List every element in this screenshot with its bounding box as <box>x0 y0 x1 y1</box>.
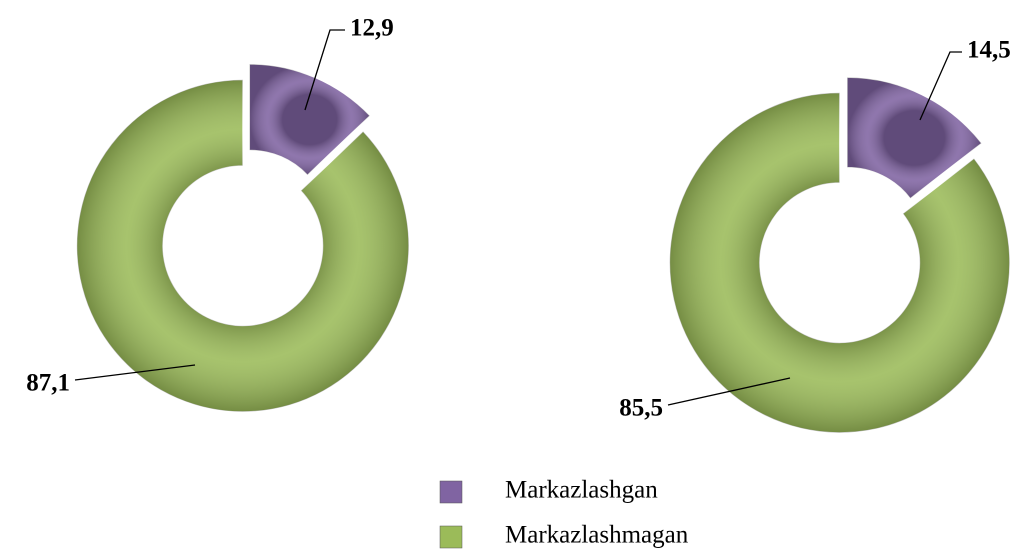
pie-slice <box>76 79 410 413</box>
legend-label: Markazlashmagan <box>505 522 689 549</box>
legend-label: Markazlashgan <box>505 477 658 504</box>
value-label: 87,1 <box>26 370 70 397</box>
value-label: 12,9 <box>350 15 394 42</box>
legend-swatch <box>439 525 463 549</box>
leader-line <box>74 364 196 381</box>
value-label: 85,5 <box>619 395 663 422</box>
value-label: 14,5 <box>967 37 1011 64</box>
leader-line <box>304 29 345 111</box>
leader-line <box>919 51 962 121</box>
legend-swatch <box>439 480 463 504</box>
leader-line <box>667 377 791 406</box>
